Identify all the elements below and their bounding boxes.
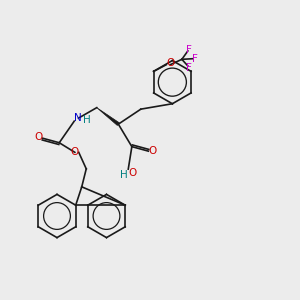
- Text: F: F: [186, 45, 192, 55]
- Text: O: O: [166, 58, 174, 68]
- Text: H: H: [83, 115, 91, 124]
- Text: F: F: [186, 63, 192, 73]
- Text: F: F: [191, 54, 197, 64]
- Text: O: O: [129, 168, 137, 178]
- Text: N: N: [74, 113, 82, 123]
- Text: H: H: [121, 170, 128, 180]
- Text: O: O: [149, 146, 157, 155]
- Polygon shape: [97, 108, 119, 125]
- Text: O: O: [71, 147, 79, 157]
- Text: O: O: [35, 132, 43, 142]
